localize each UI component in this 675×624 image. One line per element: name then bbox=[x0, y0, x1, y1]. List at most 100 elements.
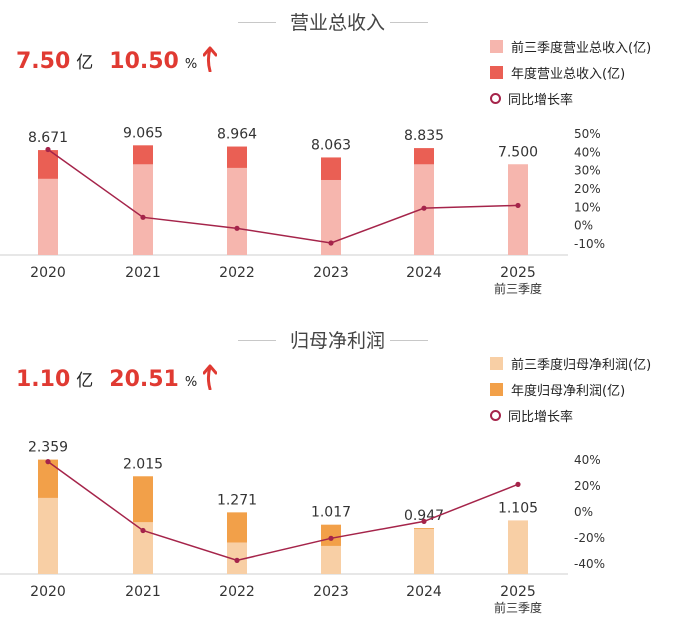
data-label: 2.015 bbox=[123, 456, 163, 472]
legend-item-prior: 前三季度营业总收入(亿) bbox=[490, 33, 651, 59]
legend-item-annual: 年度归母净利润(亿) bbox=[490, 376, 651, 402]
data-label: 8.063 bbox=[311, 137, 351, 153]
y-right-tick-label: -40% bbox=[574, 557, 605, 571]
data-label: 9.065 bbox=[123, 125, 163, 141]
data-label: 1.017 bbox=[311, 505, 351, 521]
growth-rate-point bbox=[421, 205, 427, 211]
bar-prior bbox=[227, 167, 247, 255]
net-profit-kpi-growth: 20.51 bbox=[109, 367, 179, 392]
revenue-legend: 前三季度营业总收入(亿) 年度营业总收入(亿) 同比增长率 bbox=[490, 33, 651, 111]
legend-item-growth: 同比增长率 bbox=[490, 85, 651, 111]
x-tick-label: 2023 bbox=[313, 584, 349, 600]
legend-item-prior: 前三季度归母净利润(亿) bbox=[490, 350, 651, 376]
growth-rate-point bbox=[234, 557, 240, 563]
legend-label: 年度营业总收入(亿) bbox=[511, 66, 626, 82]
title-divider-right bbox=[390, 22, 428, 23]
growth-rate-point bbox=[45, 146, 51, 153]
x-tick-label: 2025 bbox=[500, 584, 536, 600]
growth-rate-line bbox=[47, 460, 519, 562]
net-profit-kpi-growth-unit: % bbox=[184, 375, 198, 390]
bar-prior bbox=[38, 497, 58, 574]
data-label: 8.671 bbox=[28, 130, 68, 146]
bar-prior bbox=[508, 520, 528, 574]
bar-prior bbox=[414, 528, 434, 574]
revenue-chart: 8.671 2020 9.065 2021 8.964 2022 8.063 2023 8.83… bbox=[0, 125, 605, 296]
up-arrow-icon bbox=[202, 364, 218, 394]
y-right-tick-label: 10% bbox=[574, 200, 601, 214]
revenue-kpi-growth: 10.50 bbox=[109, 49, 179, 74]
growth-rate-point bbox=[515, 202, 521, 209]
net-profit-chart-title: 归母净利润 bbox=[289, 330, 385, 352]
legend-swatch bbox=[490, 39, 503, 53]
legend-label: 前三季度归母净利润(亿) bbox=[511, 357, 652, 373]
x-tick-label: 2022 bbox=[219, 584, 255, 600]
x-tick-label: 2025 bbox=[500, 265, 536, 281]
x-tick-sublabel: 前三季度 bbox=[494, 600, 542, 615]
net-profit-legend: 前三季度归母净利润(亿) 年度归母净利润(亿) 同比增长率 bbox=[490, 350, 651, 428]
x-tick-label: 2022 bbox=[219, 265, 255, 281]
revenue-chart-title: 营业总收入 bbox=[289, 12, 385, 34]
revenue-title-bar: 营业总收入 bbox=[0, 8, 675, 38]
growth-rate-point bbox=[328, 535, 334, 541]
data-label: 2.359 bbox=[28, 440, 68, 456]
legend-item-annual: 年度营业总收入(亿) bbox=[490, 59, 651, 85]
x-tick-sublabel: 前三季度 bbox=[494, 281, 542, 296]
growth-rate-point bbox=[515, 481, 521, 487]
growth-rate-point bbox=[140, 214, 146, 220]
growth-rate-point bbox=[234, 225, 240, 231]
data-label: 8.964 bbox=[217, 127, 257, 143]
legend-swatch bbox=[490, 356, 503, 370]
legend-label: 同比增长率 bbox=[508, 92, 574, 108]
net-profit-kpi: 1.10 亿 20.51% bbox=[16, 364, 218, 394]
up-arrow-icon bbox=[202, 46, 218, 76]
legend-label: 同比增长率 bbox=[508, 409, 574, 425]
revenue-kpi-growth-unit: % bbox=[184, 57, 198, 72]
legend-swatch bbox=[490, 382, 503, 396]
y-right-tick-label: 40% bbox=[574, 453, 601, 467]
revenue-kpi-unit: 亿 bbox=[76, 53, 94, 73]
revenue-kpi-value: 7.50 bbox=[16, 49, 71, 74]
legend-swatch bbox=[490, 65, 503, 79]
x-tick-label: 2024 bbox=[406, 265, 442, 281]
growth-rate-point bbox=[45, 459, 51, 465]
x-tick-label: 2020 bbox=[30, 265, 66, 281]
net-profit-panel: 归母净利润 1.10 亿 20.51% 前三季度归母净利润(亿) 年度归母净利润(亿… bbox=[0, 318, 675, 624]
legend-label: 前三季度营业总收入(亿) bbox=[511, 40, 652, 56]
bar-prior bbox=[508, 164, 528, 255]
bar-prior bbox=[38, 178, 58, 255]
title-divider-left bbox=[238, 340, 276, 341]
bar-prior bbox=[321, 179, 341, 255]
net-profit-title-bar: 归母净利润 bbox=[0, 326, 675, 356]
data-label: 0.947 bbox=[404, 508, 444, 524]
title-divider-right bbox=[390, 340, 428, 341]
y-right-tick-label: 20% bbox=[574, 479, 601, 493]
legend-label: 年度归母净利润(亿) bbox=[511, 383, 626, 399]
x-tick-label: 2021 bbox=[125, 584, 161, 600]
y-right-tick-label: 0% bbox=[574, 505, 593, 519]
y-right-tick-label: 40% bbox=[574, 145, 601, 159]
title-divider-left bbox=[238, 22, 276, 23]
bar-prior bbox=[133, 164, 153, 255]
net-profit-chart: 2.359 2020 2.015 2021 1.271 2022 1.017 2023 0.94… bbox=[0, 440, 605, 615]
data-label: 1.105 bbox=[498, 500, 538, 516]
bar-prior bbox=[133, 522, 153, 574]
y-right-tick-label: 20% bbox=[574, 182, 601, 196]
y-right-tick-label: -10% bbox=[574, 237, 605, 251]
revenue-panel: 营业总收入 7.50 亿 10.50% 前三季度营业总收入(亿) 年度营业总收入(亿… bbox=[0, 8, 675, 296]
net-profit-kpi-value: 1.10 bbox=[16, 367, 71, 392]
net-profit-kpi-unit: 亿 bbox=[76, 371, 94, 391]
growth-rate-line bbox=[47, 148, 519, 244]
y-right-tick-label: 50% bbox=[574, 127, 601, 141]
growth-rate-point bbox=[140, 527, 146, 534]
x-tick-label: 2023 bbox=[313, 265, 349, 281]
y-right-tick-label: 0% bbox=[574, 219, 593, 233]
growth-rate-point bbox=[421, 518, 427, 524]
revenue-kpi: 7.50 亿 10.50% bbox=[16, 46, 218, 76]
data-label: 1.271 bbox=[217, 492, 257, 508]
y-right-tick-label: -20% bbox=[574, 531, 605, 545]
data-label: 7.500 bbox=[498, 144, 538, 160]
growth-rate-point bbox=[328, 240, 334, 246]
legend-item-growth: 同比增长率 bbox=[490, 402, 651, 428]
x-tick-label: 2020 bbox=[30, 584, 66, 600]
x-tick-label: 2021 bbox=[125, 265, 161, 281]
